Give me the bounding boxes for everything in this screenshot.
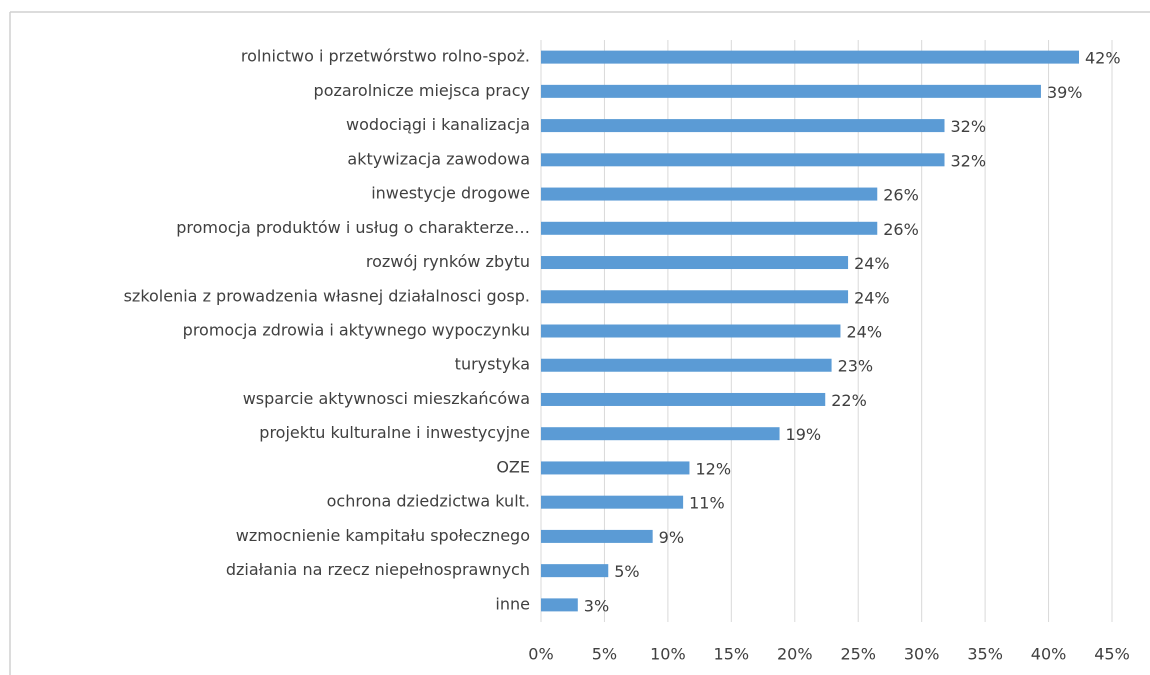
data-label: 24%	[846, 323, 882, 342]
data-label: 23%	[838, 357, 874, 376]
bar	[541, 529, 653, 543]
data-label: 11%	[689, 494, 725, 513]
y-tick-label: wsparcie aktywnosci mieszkańcówa	[243, 389, 530, 408]
y-tick-label: rozwój rynków zbytu	[366, 252, 530, 271]
x-tick-label: 10%	[650, 645, 686, 664]
bar	[541, 427, 780, 441]
x-tick-label: 25%	[840, 645, 876, 664]
x-tick-label: 40%	[1031, 645, 1067, 664]
x-tick-label: 15%	[714, 645, 750, 664]
y-tick-label: pozarolnicze miejsca pracy	[314, 81, 530, 100]
y-tick-label: turystyka	[455, 355, 530, 374]
y-tick-label: promocja zdrowia i aktywnego wypoczynku	[183, 321, 530, 340]
data-label: 3%	[584, 596, 609, 615]
y-tick-label: inwestycje drogowe	[371, 184, 530, 203]
data-label: 5%	[614, 562, 639, 581]
data-label: 12%	[695, 459, 731, 478]
data-label: 32%	[951, 117, 987, 136]
x-tick-label: 35%	[967, 645, 1003, 664]
data-label: 26%	[883, 220, 919, 239]
bar	[541, 187, 878, 201]
x-tick-label: 0%	[528, 645, 553, 664]
bar	[541, 461, 690, 475]
bar	[541, 221, 878, 235]
data-label: 22%	[831, 391, 867, 410]
data-label: 24%	[854, 254, 890, 273]
x-tick-label: 20%	[777, 645, 813, 664]
data-label: 42%	[1085, 49, 1121, 68]
bar	[541, 564, 609, 578]
bar	[541, 598, 578, 612]
bar	[541, 290, 849, 304]
y-tick-label: działania na rzecz niepełnosprawnych	[226, 560, 530, 579]
bar	[541, 392, 826, 406]
x-tick-label: 30%	[904, 645, 940, 664]
bar	[541, 358, 832, 372]
data-label: 39%	[1047, 83, 1083, 102]
bar	[541, 324, 841, 338]
x-tick-label: 5%	[592, 645, 617, 664]
x-tick-label: 45%	[1094, 645, 1130, 664]
y-tick-label: rolnictwo i przetwórstwo rolno-spoż.	[241, 47, 530, 66]
data-label: 24%	[854, 288, 890, 307]
bar	[541, 153, 945, 167]
bar	[541, 495, 684, 509]
y-tick-label: inne	[495, 594, 530, 613]
y-tick-label: wodociągi i kanalizacja	[346, 115, 530, 134]
data-label: 19%	[786, 425, 822, 444]
data-label: 9%	[659, 528, 684, 547]
data-label: 26%	[883, 186, 919, 205]
bar	[541, 256, 849, 270]
y-tick-label: wzmocnienie kampitału społecznego	[236, 526, 530, 545]
bar	[541, 119, 945, 133]
bar	[541, 50, 1080, 64]
y-tick-label: promocja produktów i usług o charakterze…	[176, 218, 530, 237]
y-tick-label: szkolenia z prowadzenia własnej działaln…	[124, 286, 530, 305]
y-tick-label: ochrona dziedzictwa kult.	[327, 492, 530, 511]
y-tick-label: OZE	[496, 457, 530, 476]
y-tick-label: projektu kulturalne i inwestycyjne	[259, 423, 530, 442]
data-label: 32%	[951, 151, 987, 170]
bar	[541, 84, 1041, 98]
y-tick-label: aktywizacja zawodowa	[347, 149, 530, 168]
